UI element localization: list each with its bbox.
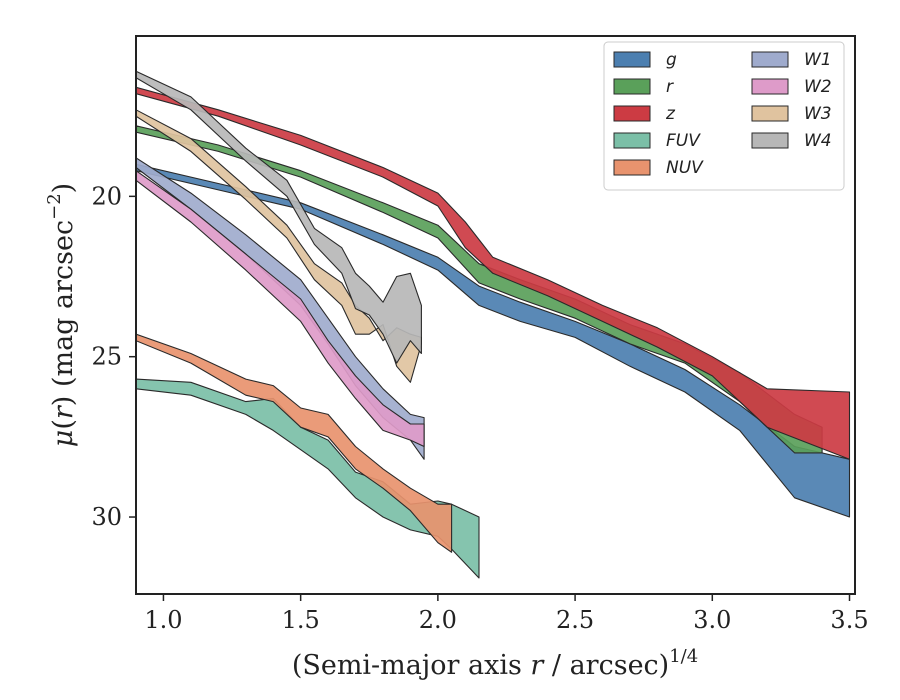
legend-label-z: z — [665, 104, 676, 124]
x-axis-label: (Semi-major axis r / arcsec)1/4 — [292, 646, 698, 681]
legend-swatch-w4 — [751, 132, 789, 149]
series-band-fuv — [136, 378, 480, 579]
legend-swatch-r — [613, 78, 651, 95]
legend-swatch-w2 — [751, 78, 789, 95]
legend-swatch-g — [613, 51, 651, 68]
legend-label-r: r — [666, 77, 674, 97]
legend-swatch-w3 — [751, 105, 789, 122]
x-tick-label: 2.0 — [419, 606, 457, 634]
legend-label-g: g — [666, 50, 677, 70]
legend-label-w1: W1 — [804, 50, 832, 70]
series-band-g — [136, 163, 851, 518]
series-band-w4 — [136, 70, 422, 364]
series-band-w3 — [136, 109, 422, 383]
legend-label-w3: W3 — [804, 104, 832, 124]
legend-swatch-w1 — [751, 51, 789, 68]
y-axis-label: μ(r) (mag arcsec−2) — [44, 183, 79, 447]
series-band-r — [136, 125, 823, 454]
legend-label-fuv: FUV — [666, 131, 701, 151]
series-band-w2 — [136, 170, 425, 448]
legend-label-w2: W2 — [804, 77, 832, 97]
x-tick-label: 1.5 — [282, 606, 320, 634]
x-tick-label: 2.5 — [556, 606, 594, 634]
y-tick-label: 30 — [91, 503, 122, 531]
x-tick-label: 3.5 — [830, 606, 868, 634]
series-layer — [136, 70, 851, 579]
x-tick-label: 3.0 — [693, 606, 731, 634]
series-band-nuv — [136, 333, 453, 553]
y-tick-label: 25 — [91, 343, 122, 371]
legend-label-w4: W4 — [804, 131, 832, 151]
legend-swatch-fuv — [613, 132, 651, 149]
y-axis-ticks: 20 25 30 — [91, 182, 136, 531]
legend: grz FUV NUV W1 W2 W3 W4 — [603, 41, 845, 191]
plot-frame — [135, 35, 856, 595]
x-axis-ticks: 1.0 1.5 2.0 2.5 3.0 3.5 — [144, 594, 869, 634]
legend-label-nuv: NUV — [666, 158, 704, 178]
x-tick-label: 1.0 — [144, 606, 182, 634]
legend-swatch-nuv — [613, 159, 651, 176]
series-band-z — [136, 86, 851, 460]
y-tick-label: 20 — [91, 182, 122, 210]
legend-swatch-z — [613, 105, 651, 122]
